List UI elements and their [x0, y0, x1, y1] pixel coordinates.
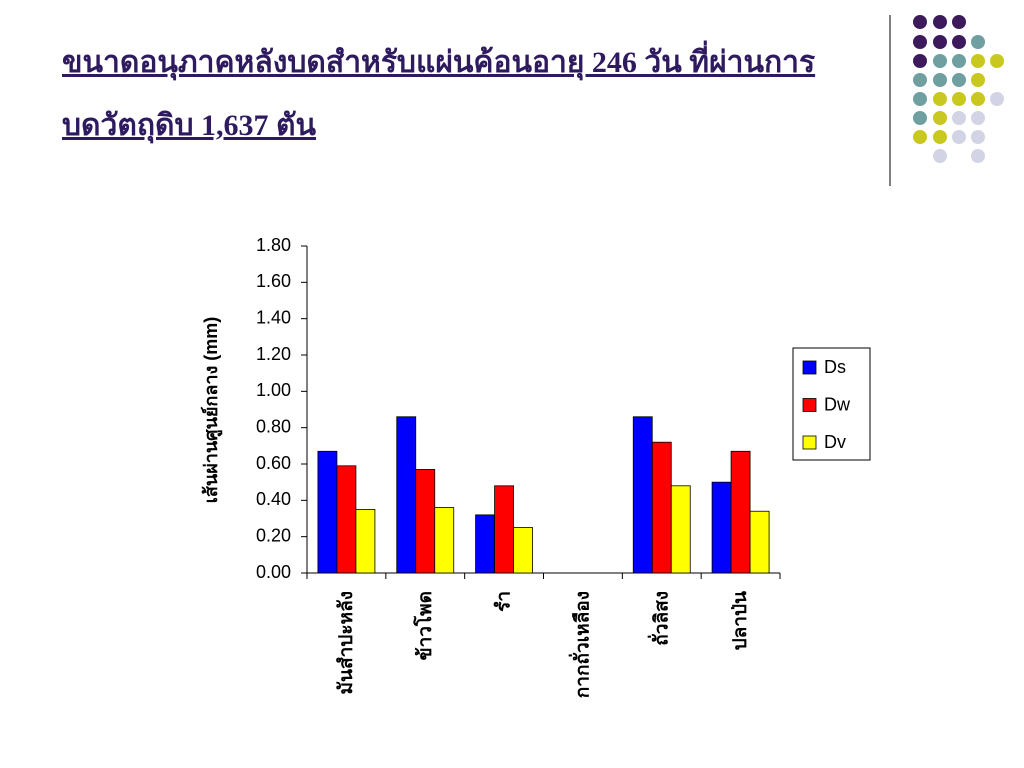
y-tick-label: 1.60 — [256, 271, 291, 291]
bar — [494, 485, 514, 574]
y-tick-label: 0.20 — [256, 525, 291, 545]
bar — [355, 509, 376, 574]
x-tick-label: กากถั่วเหลือง — [568, 591, 593, 698]
bar — [317, 450, 338, 574]
y-tick-label: 1.20 — [256, 344, 291, 364]
y-tick-label: 1.00 — [256, 380, 291, 400]
y-axis-label: เส้นผ่านศูนย์กลาง (mm) — [200, 317, 223, 504]
x-tick-label: ปลาป่น — [729, 591, 751, 650]
bar — [513, 527, 533, 574]
y-tick-label: 0.60 — [256, 453, 291, 473]
legend-swatch — [802, 435, 817, 450]
bar — [434, 507, 455, 574]
bar — [651, 441, 672, 574]
bar — [730, 450, 751, 574]
y-tick-label: 0.40 — [256, 489, 291, 509]
y-tick-label: 0.80 — [256, 416, 291, 436]
legend-label: Dw — [824, 394, 851, 414]
decor-dots — [913, 15, 1004, 163]
legend-swatch — [802, 398, 817, 412]
x-tick-label: ถั่วลิสง — [647, 591, 672, 646]
y-tick-label: 0.00 — [256, 562, 291, 582]
legend-label: Dv — [824, 432, 846, 452]
y-tick-label: 1.40 — [256, 307, 291, 327]
x-tick-label: รำ — [493, 591, 515, 612]
y-tick-label: 1.80 — [256, 235, 291, 255]
x-tick-label: ข้าวโพด — [413, 591, 436, 660]
title-line: บดวัตถุดิบ 1,637 ตัน — [62, 109, 317, 144]
bar — [475, 514, 495, 574]
bar — [711, 481, 732, 574]
bar — [749, 510, 770, 574]
bar — [632, 416, 653, 574]
legend-swatch — [802, 360, 817, 375]
x-tick-label: มันสำปะหลัง — [335, 591, 357, 695]
bar — [670, 485, 691, 574]
bar — [396, 416, 417, 574]
bar — [415, 469, 436, 574]
legend-label: Ds — [824, 357, 846, 377]
bar — [336, 465, 357, 574]
title-line: ขนาดอนุภาคหลังบดสำหรับแผ่นค้อนอายุ 246 ว… — [62, 40, 815, 81]
